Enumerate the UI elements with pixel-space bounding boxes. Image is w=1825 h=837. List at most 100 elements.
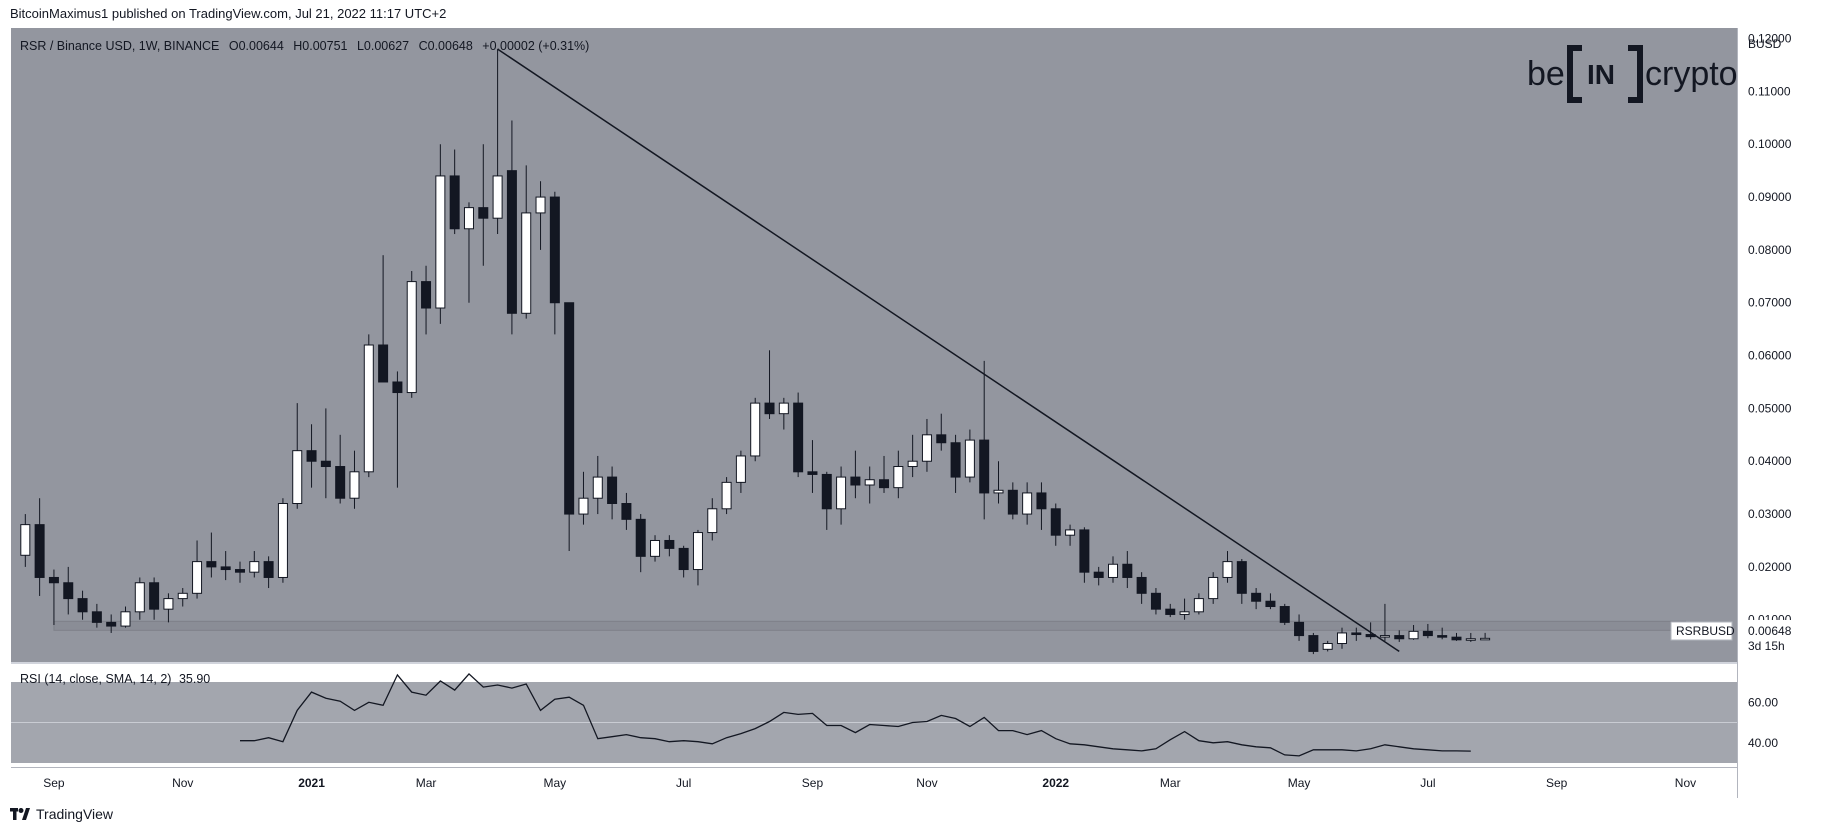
time-tick-label: Mar xyxy=(1160,776,1181,790)
candle xyxy=(435,144,446,324)
candle xyxy=(406,271,417,398)
tradingview-logo-icon xyxy=(10,808,30,820)
candle-body-bearish xyxy=(1079,529,1090,573)
tradingview-brand-text: TradingView xyxy=(36,806,114,822)
price-tick-label: 0.03000 xyxy=(1748,507,1792,521)
time-axis-background[interactable] xyxy=(11,768,1737,798)
price-axis-background[interactable] xyxy=(1738,28,1824,798)
price-tag: RSRBUSD 0.00648 3d 15h xyxy=(1670,620,1796,654)
candle-body-bullish xyxy=(349,471,360,499)
candle xyxy=(1007,482,1018,520)
candle xyxy=(63,566,74,615)
rsi-tick-label: 60.00 xyxy=(1748,695,1778,709)
candle-body-bearish xyxy=(335,466,346,499)
candle xyxy=(134,577,145,620)
candle xyxy=(578,471,589,525)
candle-body-bearish xyxy=(1251,592,1262,602)
time-axis-ticks: Sep Nov 2021 Mar May Jul Sep Nov 2022 Mar May Jul Se… xyxy=(43,776,1696,790)
time-tick-label: Nov xyxy=(1675,776,1696,790)
candle xyxy=(1079,527,1090,583)
candle-body-bullish xyxy=(692,532,703,571)
rsi-layer xyxy=(240,672,1471,757)
candle xyxy=(793,392,804,478)
candle xyxy=(1108,556,1119,583)
candle-body-bullish xyxy=(836,476,847,510)
candle xyxy=(1122,551,1133,589)
support-zone-layer xyxy=(53,620,1686,631)
candle-body-bearish xyxy=(320,460,331,468)
candle xyxy=(1036,482,1047,530)
descending-resistance-line xyxy=(497,48,1400,653)
candle xyxy=(449,149,460,235)
candle-body-bullish xyxy=(249,561,260,573)
candle xyxy=(1208,572,1219,604)
candle-body-bearish xyxy=(850,476,861,486)
candle-body-bearish xyxy=(793,402,804,473)
price-tick-label: 0.12000 xyxy=(1748,32,1792,46)
candle-body-bearish xyxy=(1451,636,1462,641)
candle-body-bearish xyxy=(1150,592,1161,610)
candle-body-bullish xyxy=(707,508,718,534)
candle xyxy=(1222,551,1233,583)
candle-body-bearish xyxy=(449,175,460,230)
candle-body-bearish xyxy=(478,207,489,219)
candle-body-bullish xyxy=(435,175,446,309)
candle xyxy=(20,514,31,567)
candle-body-bearish xyxy=(206,561,217,568)
logo-right-bracket xyxy=(1628,45,1643,103)
candle xyxy=(1236,558,1247,604)
candle xyxy=(864,466,875,504)
time-tick-label: Mar xyxy=(416,776,437,790)
candle xyxy=(1179,598,1190,620)
candle-body-bullish xyxy=(1465,638,1476,641)
candle-body-bullish xyxy=(535,196,546,214)
rsi-axis-ticks: 60.00 40.00 xyxy=(1748,695,1778,750)
footer: TradingView xyxy=(10,806,113,822)
logo-left-bracket xyxy=(1567,45,1582,103)
candle-body-bullish xyxy=(750,402,761,457)
candle xyxy=(1394,630,1405,642)
candle xyxy=(77,590,88,620)
candle-body-bullish xyxy=(1193,598,1204,613)
price-tick-label: 0.05000 xyxy=(1748,401,1792,415)
price-tick-label: 0.11000 xyxy=(1748,84,1791,98)
candle xyxy=(1336,627,1347,649)
candle-body-bullish xyxy=(1322,643,1333,650)
candle-body-bearish xyxy=(621,503,632,520)
time-tick-label: May xyxy=(1288,776,1311,790)
candle-body-bullish xyxy=(177,592,188,600)
candle-body-bullish xyxy=(893,466,904,489)
candle xyxy=(1050,503,1061,546)
rsi-label[interactable]: RSI (14, close, SMA, 14, 2) xyxy=(20,672,171,686)
time-tick-label: 2021 xyxy=(298,776,325,790)
candle xyxy=(249,551,260,578)
candle-body-bullish xyxy=(1208,576,1219,600)
symbol-label[interactable]: RSR / Binance USD, 1W, BINANCE xyxy=(20,39,219,53)
candle-body-bullish xyxy=(1480,637,1491,641)
candle xyxy=(1065,524,1076,546)
candle-body-bullish xyxy=(20,524,31,556)
candle xyxy=(378,255,389,383)
candle xyxy=(349,450,360,509)
candle xyxy=(1480,632,1491,641)
candle xyxy=(163,593,174,623)
candle-body-bearish xyxy=(564,302,575,515)
candle xyxy=(979,360,990,520)
symbol-tag-box xyxy=(1670,621,1733,641)
high-value: 0.00751 xyxy=(302,39,347,53)
currency-label: BUSD xyxy=(1748,37,1782,51)
candle xyxy=(277,498,288,583)
candle xyxy=(292,403,303,509)
support-zone xyxy=(53,620,1686,631)
candle xyxy=(564,302,575,552)
candle-body-bullish xyxy=(778,402,789,415)
rsi-line xyxy=(240,672,1471,757)
time-tick-label: Jul xyxy=(676,776,691,790)
time-tick-label: Sep xyxy=(43,776,65,790)
candle-body-bullish xyxy=(735,455,746,483)
price-tick-label: 0.10000 xyxy=(1748,137,1792,151)
candle xyxy=(778,397,789,430)
candle-body-bullish xyxy=(907,460,918,468)
current-price-text: 0.00648 xyxy=(1748,624,1792,638)
